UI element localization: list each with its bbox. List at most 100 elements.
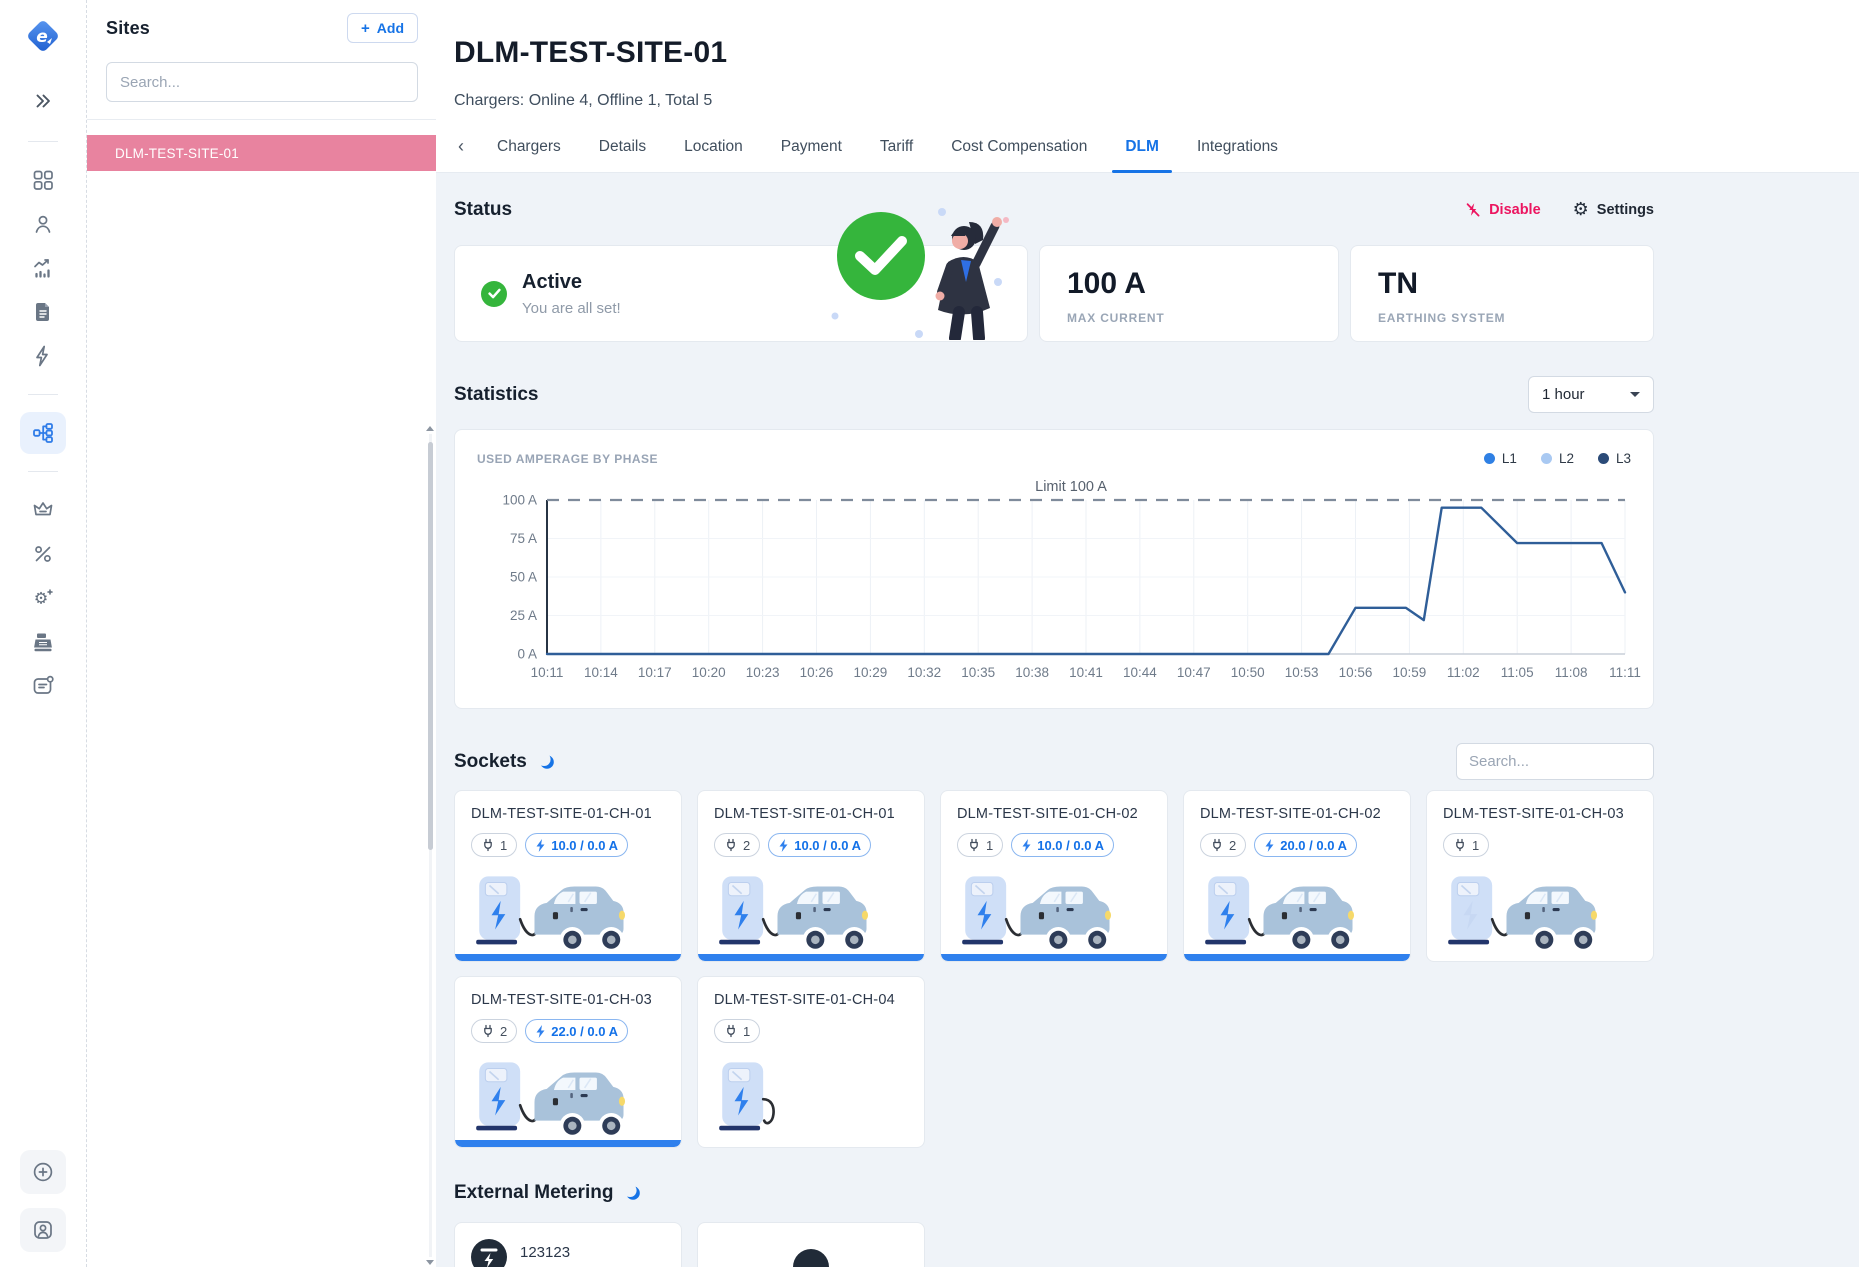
rail-divider (28, 394, 58, 395)
plug-count: 1 (986, 837, 994, 853)
legend-item-l1[interactable]: L1 (1483, 451, 1517, 466)
chart-legend: L1 L2 L3 (1483, 451, 1631, 466)
svg-text:10:32: 10:32 (907, 665, 941, 680)
external-metering-heading-label: External Metering (454, 1182, 614, 1203)
scrollbar-thumb[interactable] (427, 442, 433, 850)
external-meter-card[interactable] (697, 1222, 925, 1267)
socket-card[interactable]: DLM-TEST-SITE-01-CH-03 1 (1426, 790, 1654, 962)
gear-icon: ⚙ (1572, 199, 1589, 220)
site-list-item-selected[interactable]: DLM-TEST-SITE-01 (87, 135, 436, 171)
svg-text:10:23: 10:23 (746, 665, 780, 680)
svg-text:25 A: 25 A (510, 608, 537, 623)
chart-title: USED AMPERAGE BY PHASE (477, 451, 659, 466)
amperage-badge: 20.0 / 0.0 A (1254, 833, 1357, 857)
nav-dashboard-button[interactable] (20, 159, 66, 201)
socket-card-title: DLM-TEST-SITE-01-CH-03 (471, 992, 652, 1008)
svg-text:10:59: 10:59 (1393, 665, 1427, 680)
nav-users-button[interactable] (20, 203, 66, 245)
dlm-settings-button[interactable]: ⚙ Settings (1573, 201, 1654, 219)
plug-icon (727, 1024, 735, 1038)
plug-count: 1 (500, 837, 508, 853)
earthing-system-label: EARTHING SYSTEM (1378, 311, 1506, 325)
socket-card[interactable]: DLM-TEST-SITE-01-CH-02 2 20.0 / 0.0 A (1183, 790, 1411, 962)
socket-card[interactable]: DLM-TEST-SITE-01-CH-01 2 10.0 / 0.0 A (697, 790, 925, 962)
double-chevron-right-icon (32, 90, 54, 117)
plug-count-badge: 1 (1443, 833, 1490, 857)
socket-illustration (955, 862, 1153, 953)
nav-gear-sparkle-button[interactable]: ⚙ (20, 577, 66, 619)
nav-lightning-button[interactable] (20, 335, 66, 377)
amperage-badge: 10.0 / 0.0 A (525, 833, 628, 857)
dlm-status-subtitle: You are all set! (522, 299, 621, 317)
sites-scrollbar[interactable] (425, 426, 435, 1265)
socket-card[interactable]: DLM-TEST-SITE-01-CH-04 1 (697, 976, 925, 1148)
plug-count-badge: 1 (714, 1019, 761, 1043)
scroll-down-arrow-icon[interactable] (426, 1260, 434, 1265)
tab-payment[interactable]: Payment (780, 138, 842, 155)
external-meter-card[interactable]: 123123 (454, 1222, 682, 1267)
scroll-up-arrow-icon[interactable] (426, 426, 434, 431)
expand-sidebar-button[interactable] (20, 82, 66, 124)
charger-with-car-illustration (476, 876, 626, 953)
dlm-status-card: Active You are all set! (454, 208, 1028, 344)
amperage-line-chart: Limit 100 A 0 A 25 A 50 A 75 A 100 A 10:11 10:1… (502, 479, 1640, 680)
nav-billing-terminal-button[interactable] (20, 621, 66, 663)
tab-integrations[interactable]: Integrations (1196, 138, 1278, 155)
sockets-search-input[interactable] (1456, 743, 1654, 780)
svg-text:10:47: 10:47 (1177, 665, 1211, 680)
tabs-back-chevron-icon[interactable]: ‹ (458, 136, 464, 156)
sites-search-input[interactable] (106, 62, 418, 102)
chevron-down-icon (1630, 392, 1640, 397)
nav-analytics-button[interactable] (20, 247, 66, 289)
socket-card[interactable]: DLM-TEST-SITE-01-CH-01 1 10.0 / 0.0 A (454, 790, 682, 962)
svg-text:75 A: 75 A (510, 531, 537, 546)
nav-sites-tree-button[interactable] (20, 412, 66, 454)
time-range-value: 1 hour (1542, 386, 1585, 403)
loading-crescent-icon (625, 1185, 641, 1201)
nav-add-circle-button[interactable] (20, 1150, 66, 1194)
tab-dlm[interactable]: DLM (1106, 138, 1178, 173)
plug-icon (970, 838, 978, 852)
socket-card[interactable]: DLM-TEST-SITE-01-CH-03 2 22.0 / 0.0 A (454, 976, 682, 1148)
check-circle-icon (481, 280, 507, 307)
amperage-chart-card: USED AMPERAGE BY PHASE L1 L2 L3 Limit 100 … (454, 429, 1654, 709)
lightning-icon (779, 838, 788, 852)
time-range-select[interactable]: 1 hour (1528, 376, 1654, 413)
nav-percent-button[interactable] (20, 533, 66, 575)
icon-rail: e ⚙ (0, 0, 87, 1267)
tab-details[interactable]: Details (598, 138, 647, 155)
socket-card[interactable]: DLM-TEST-SITE-01-CH-02 1 10.0 / 0.0 A (940, 790, 1168, 962)
nav-documents-button[interactable] (20, 291, 66, 333)
tab-tariff[interactable]: Tariff (879, 138, 914, 155)
charger-with-car-illustration (962, 876, 1112, 953)
amperage-value: 10.0 / 0.0 A (794, 837, 861, 853)
tab-location[interactable]: Location (684, 138, 743, 155)
plug-count-badge: 2 (1200, 833, 1247, 857)
lightning-icon (31, 344, 55, 368)
scrollbar-track[interactable] (427, 434, 433, 1257)
legend-item-l3[interactable]: L3 (1597, 451, 1631, 466)
settings-label: Settings (1596, 202, 1654, 218)
add-site-button[interactable]: + Add (347, 13, 418, 43)
disable-label: Disable (1489, 202, 1541, 218)
legend-dot-icon (1540, 453, 1552, 464)
page-title: DLM-TEST-SITE-01 (454, 36, 728, 69)
svg-text:10:56: 10:56 (1339, 665, 1373, 680)
socket-card-title: DLM-TEST-SITE-01-CH-02 (1200, 806, 1381, 822)
plug-count: 1 (743, 1023, 751, 1039)
plug-count: 2 (500, 1023, 508, 1039)
svg-text:11:08: 11:08 (1555, 665, 1588, 680)
plug-count-badge: 1 (957, 833, 1004, 857)
charger-with-car-faded-illustration (1448, 876, 1598, 953)
legend-item-l2[interactable]: L2 (1540, 451, 1574, 466)
disable-dlm-button[interactable]: Disable (1465, 202, 1541, 218)
meter-icon (480, 1248, 498, 1267)
nav-account-button[interactable] (20, 1208, 66, 1252)
tab-chargers[interactable]: Chargers (497, 138, 561, 155)
nav-feedback-message-button[interactable] (20, 665, 66, 707)
nav-crown-button[interactable] (20, 489, 66, 531)
external-metering-heading: External Metering (454, 1182, 641, 1204)
analytics-icon (31, 256, 55, 280)
tab-cost-compensation[interactable]: Cost Compensation (951, 138, 1088, 155)
rail-divider (28, 141, 58, 142)
